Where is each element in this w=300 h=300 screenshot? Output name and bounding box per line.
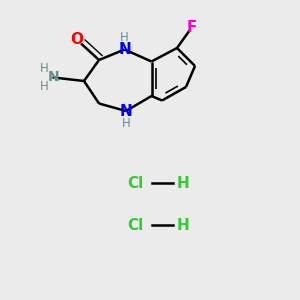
Text: H: H — [120, 31, 129, 44]
Text: Cl: Cl — [128, 176, 144, 190]
Text: F: F — [187, 20, 197, 35]
Text: H: H — [40, 80, 49, 93]
Text: Cl: Cl — [128, 218, 144, 232]
Text: N: N — [118, 42, 131, 57]
Text: N: N — [120, 103, 132, 118]
Text: N: N — [48, 70, 60, 84]
Text: H: H — [177, 176, 190, 190]
Text: O: O — [70, 32, 83, 47]
Text: H: H — [177, 218, 190, 232]
Text: H: H — [122, 117, 130, 130]
Text: H: H — [40, 62, 49, 75]
